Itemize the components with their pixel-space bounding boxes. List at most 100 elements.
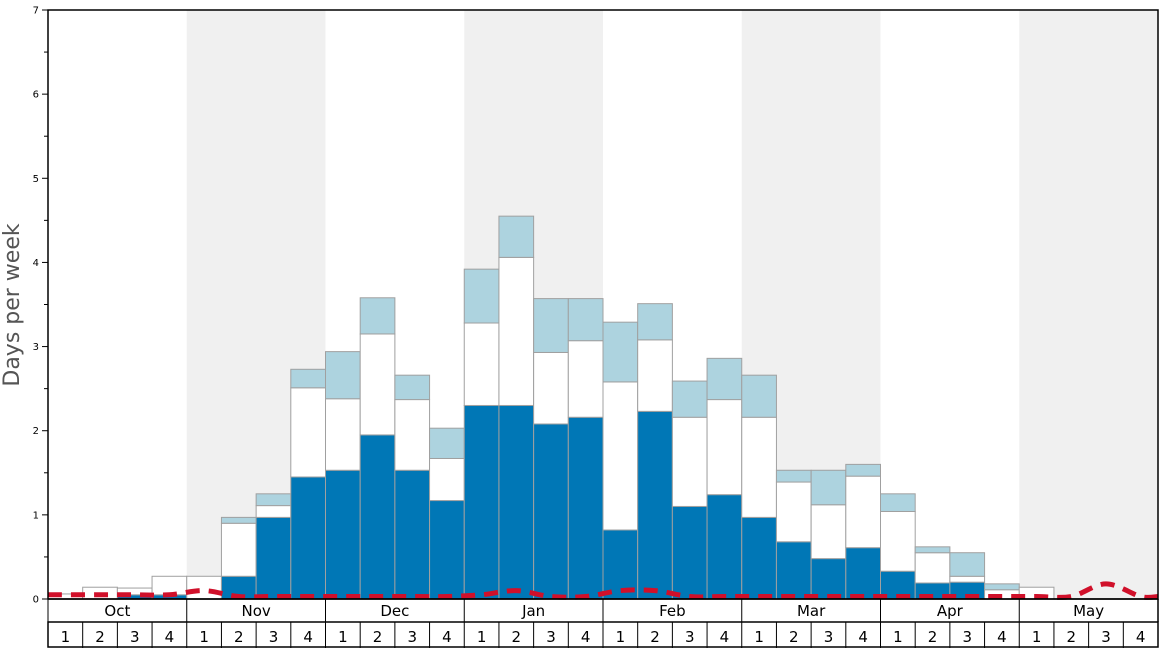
bar-segment [151,575,188,596]
week-label: 4 [720,628,730,646]
week-label: 1 [61,628,71,646]
month-label-oct: Oct [104,602,130,620]
y-tick-label: 7 [33,6,39,17]
bar-segment [845,463,881,477]
week-label: 3 [1101,628,1111,646]
week-label: 4 [997,628,1007,646]
bar-segment [325,398,361,471]
week-label: 1 [616,628,626,646]
bar-segment [671,380,708,418]
bar-segment [845,475,881,549]
bar-segment [498,256,535,406]
week-label: 1 [199,628,209,646]
bar-segment [290,368,326,389]
week-label: 2 [928,628,938,646]
bar-segment [533,351,569,425]
week-label: 2 [95,628,105,646]
bar-segment [637,410,673,600]
month-label-jan: Jan [521,602,545,620]
bar-segment [255,516,292,600]
bar-segment [463,322,500,406]
bar-segment [359,333,396,436]
week-label: 2 [512,628,522,646]
y-tick-label: 1 [33,510,39,521]
y-tick-label: 6 [33,90,39,101]
bar-segment [741,516,777,600]
week-label: 1 [1032,628,1042,646]
bar-segment [775,541,812,600]
bar-segment [463,404,500,600]
bar-segment [810,504,847,560]
bar-segment [706,399,743,496]
bar-segment [498,404,535,600]
bar-segment [186,575,222,600]
trend-line [48,581,1159,600]
month-label-feb: Feb [659,602,686,620]
bar-segment [255,505,292,518]
bar-segment [741,416,777,518]
bar-segment [567,416,604,600]
bar-segment [914,552,951,584]
bar-segment [220,516,257,524]
bar-segment [567,340,604,418]
bar-segment [602,381,639,531]
month-label-nov: Nov [241,602,270,620]
y-axis-label: Days per week [0,223,25,386]
week-label: 2 [234,628,244,646]
bar-segment [290,387,326,478]
week-label: 3 [962,628,972,646]
week-label: 2 [789,628,799,646]
bar-segment [671,416,708,507]
bar-segment [880,493,916,512]
bar-segment [880,510,916,572]
month-label-dec: Dec [380,602,409,620]
bar-segment [567,298,604,342]
week-label: 4 [303,628,313,646]
bar-segment [949,552,986,577]
week-label: 4 [581,628,591,646]
bar-segment [637,303,673,341]
bar-segment [810,469,847,506]
bar-segment [359,297,396,335]
week-label: 2 [1067,628,1077,646]
bar-segment [775,481,812,543]
bar-segment [845,547,881,600]
month-label-may: May [1073,602,1104,620]
week-label: 3 [546,628,556,646]
week-label: 4 [442,628,452,646]
bar-segment [671,505,708,600]
bar-segment [810,558,847,600]
bar-segment [637,339,673,412]
bar-segment [429,427,465,459]
week-label: 3 [269,628,279,646]
week-label: 1 [893,628,903,646]
week-label: 4 [165,628,175,646]
bar-segment [533,298,569,353]
bar-segment [463,268,500,324]
bar-segment [429,500,465,600]
bar-segment [394,399,431,471]
bar-segment [706,494,743,600]
y-tick-label: 0 [33,595,39,606]
bar-segment [290,476,326,600]
line-layer [48,581,1159,600]
week-label: 2 [373,628,383,646]
bar-segment [984,583,1020,591]
bar-segment [775,469,812,483]
bar-segment [498,215,535,258]
y-tick-label: 4 [33,258,39,269]
bar-segment [220,522,257,577]
y-tick-label: 5 [33,174,39,185]
bar-segment [359,434,396,600]
week-label: 1 [338,628,348,646]
week-label: 1 [477,628,487,646]
bar-segment [741,374,777,418]
week-label: 3 [824,628,834,646]
bar-segment [255,493,292,507]
bar-segment [325,469,361,600]
week-label: 4 [858,628,868,646]
bar-segment [949,575,986,583]
bar-segment [914,546,951,554]
